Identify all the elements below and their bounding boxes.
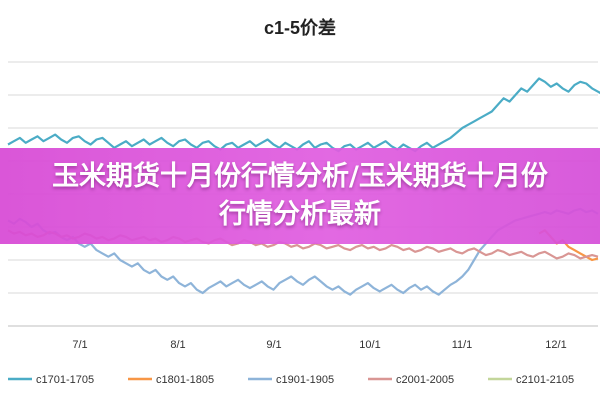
legend-item-c2001-2005: c2001-2005 [368, 374, 454, 386]
legend-item-c2101-2105: c2101-2105 [488, 374, 574, 386]
legend-item-c1801-1805: c1801-1805 [128, 374, 214, 386]
legend-label: c1701-1705 [36, 374, 94, 386]
legend: c1701-1705 c1801-1805 c1901-1905 c2001-2005… [8, 374, 574, 386]
legend-label: c2101-2105 [516, 374, 574, 386]
legend-label: c1901-1905 [276, 374, 334, 386]
series-line-c1701-1705 [7, 77, 600, 153]
x-tick-label: 10/1 [359, 339, 380, 351]
x-tick-label: 9/1 [266, 339, 281, 351]
chart-title: c1-5价差 [264, 17, 336, 38]
legend-label: c1801-1805 [156, 374, 214, 386]
x-tick-label: 11/1 [452, 339, 473, 351]
banner-text: 玉米期货十月份行情分析/玉米期货十月份行情分析最新 [52, 161, 548, 230]
overlay-banner: 玉米期货十月份行情分析/玉米期货十月份行情分析最新 [0, 148, 600, 244]
legend-item-c1901-1905: c1901-1905 [248, 374, 334, 386]
x-axis-tick-labels: 7/1 8/1 9/1 10/1 11/1 12/1 [72, 339, 566, 351]
legend-item-c1701-1705: c1701-1705 [8, 374, 94, 386]
legend-label: c2001-2005 [396, 374, 454, 386]
x-tick-label: 8/1 [170, 339, 185, 351]
x-tick-label: 7/1 [72, 339, 87, 351]
x-tick-label: 12/1 [545, 339, 566, 351]
